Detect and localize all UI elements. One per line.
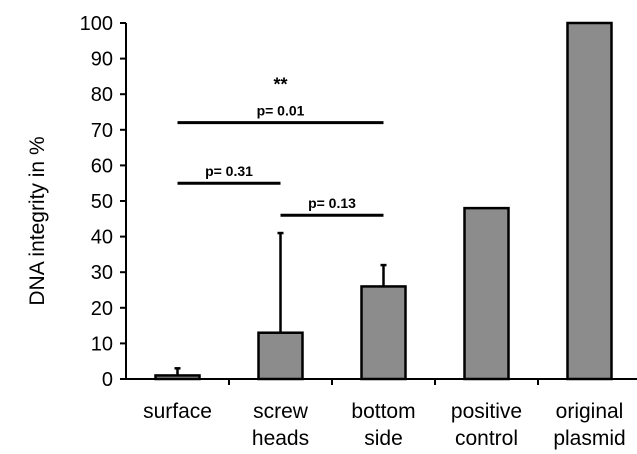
x-category-label: plasmid — [553, 427, 625, 450]
y-tick-label: 20 — [91, 298, 113, 320]
y-tick-label: 80 — [91, 84, 113, 106]
y-tick-label: 70 — [91, 120, 113, 142]
y-tick-label: 0 — [102, 369, 113, 391]
bar — [154, 374, 201, 381]
y-tick-label: 100 — [80, 13, 113, 35]
significance-stars: ** — [273, 75, 287, 95]
p-value-label: p= 0.01 — [257, 103, 305, 119]
y-tick-label: 40 — [91, 227, 113, 249]
bar — [360, 285, 407, 381]
p-value-label: p= 0.13 — [308, 195, 356, 211]
x-category-label: heads — [252, 427, 309, 450]
bar — [257, 331, 304, 381]
y-tick-label: 10 — [91, 333, 113, 355]
x-category-label: control — [455, 427, 518, 450]
x-category-label: positive — [451, 400, 522, 423]
y-axis-title: DNA integrity in % — [26, 136, 49, 305]
x-category-label: original — [556, 400, 624, 423]
y-tick-label: 30 — [91, 262, 113, 284]
y-tick-label: 50 — [91, 191, 113, 213]
bar — [566, 21, 613, 381]
p-value-label: p= 0.31 — [205, 163, 253, 179]
y-tick-label: 90 — [91, 49, 113, 71]
x-category-label: side — [364, 427, 403, 450]
y-tick-label: 60 — [91, 155, 113, 177]
x-category-label: surface — [143, 400, 212, 423]
x-category-label: screw — [253, 400, 309, 423]
x-category-label: bottom — [351, 400, 415, 423]
bar — [463, 206, 510, 381]
